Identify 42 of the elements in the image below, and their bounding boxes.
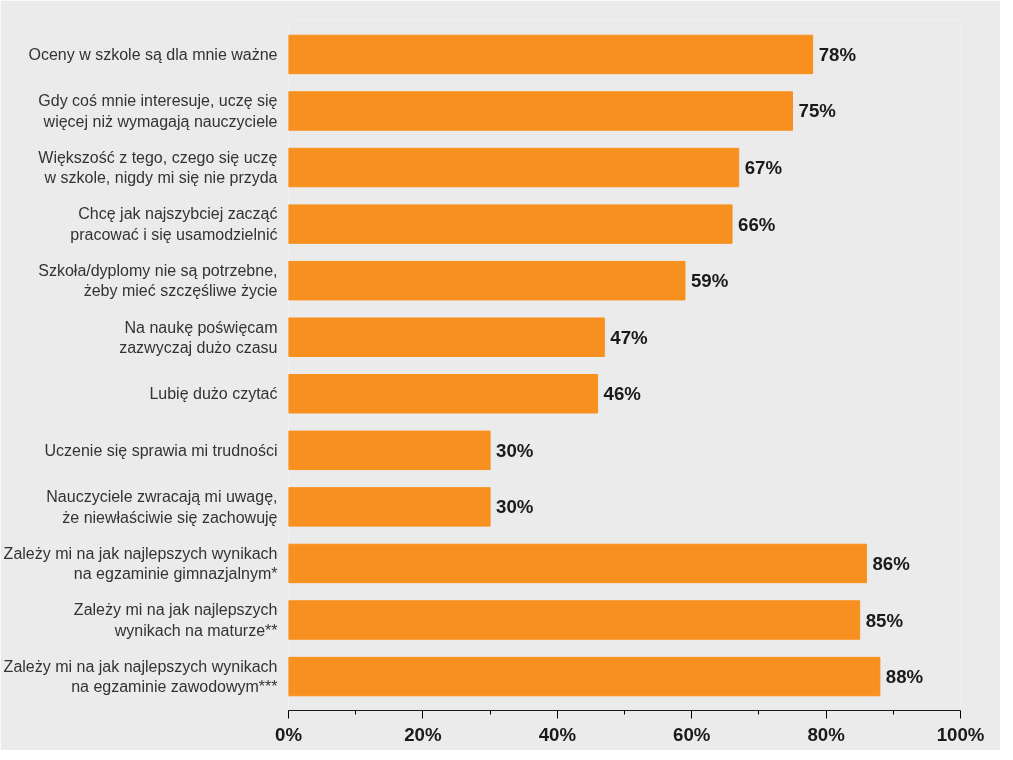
data-label: 67% xyxy=(744,157,783,179)
data-label: 47% xyxy=(610,326,649,348)
y-tick-label: Chcę jak najszybciej zacząć pracować i się usamodzielnić xyxy=(70,205,278,243)
x-tick-label: 100% xyxy=(936,723,985,745)
bar xyxy=(288,204,733,244)
y-tick-label: Zależy mi na jak najlepszych wynikach na egzaminie gimnazjalnym* xyxy=(3,544,278,583)
data-label: 78% xyxy=(818,43,857,65)
data-label: 66% xyxy=(738,213,776,235)
bar xyxy=(288,600,861,640)
x-tick-label: 20% xyxy=(404,723,442,745)
bar xyxy=(288,34,814,75)
y-tick-label: Szkoła/dyplomy nie są potrzebne, żeby mieć szczęśliwe życie xyxy=(38,261,278,300)
y-tick-label: Gdy coś mnie interesuje, uczę się więcej niż wymagają nauczyciele xyxy=(38,92,278,130)
data-label: 59% xyxy=(690,270,729,292)
y-tick-label: Nauczyciele zwracają mi uwagę, że niewłaściwie się zachowuję xyxy=(46,488,278,526)
y-tick-label: Uczenie się sprawia mi trudności xyxy=(44,441,278,459)
bar xyxy=(288,430,491,471)
y-tick-label: Zależy mi na jak najlepszych wynikach na maturze** xyxy=(73,601,278,639)
bar xyxy=(288,543,867,584)
x-tick-label: 80% xyxy=(807,723,846,745)
bar xyxy=(288,487,491,527)
data-label: 30% xyxy=(496,496,534,518)
bar xyxy=(288,260,686,301)
bar xyxy=(288,374,599,414)
data-label: 86% xyxy=(872,552,911,574)
y-tick-label: Na naukę poświęcam zazwyczaj dużo czasu xyxy=(119,318,278,356)
x-tick-label: 40% xyxy=(538,723,577,745)
data-label: 30% xyxy=(496,439,534,461)
bar xyxy=(288,317,605,357)
y-tick-label: Lubię dużo czytać xyxy=(149,385,278,403)
y-tick-label: Zależy mi na jak najlepszych wynikach na egzaminie zawodowym*** xyxy=(3,657,278,696)
bar xyxy=(288,656,881,697)
data-label: 88% xyxy=(885,666,924,688)
bar xyxy=(288,91,793,131)
bar xyxy=(288,147,740,188)
y-tick-label: Oceny w szkole są dla mnie ważne xyxy=(28,45,278,63)
data-label: 46% xyxy=(603,383,642,405)
data-label: 75% xyxy=(798,100,837,122)
y-tick-label: Większość z tego, czego się uczę w szkole, nigdy mi się nie przyda xyxy=(38,148,278,187)
x-tick-label: 60% xyxy=(673,723,711,745)
data-label: 85% xyxy=(865,609,904,631)
x-tick-label: 0% xyxy=(275,723,303,745)
